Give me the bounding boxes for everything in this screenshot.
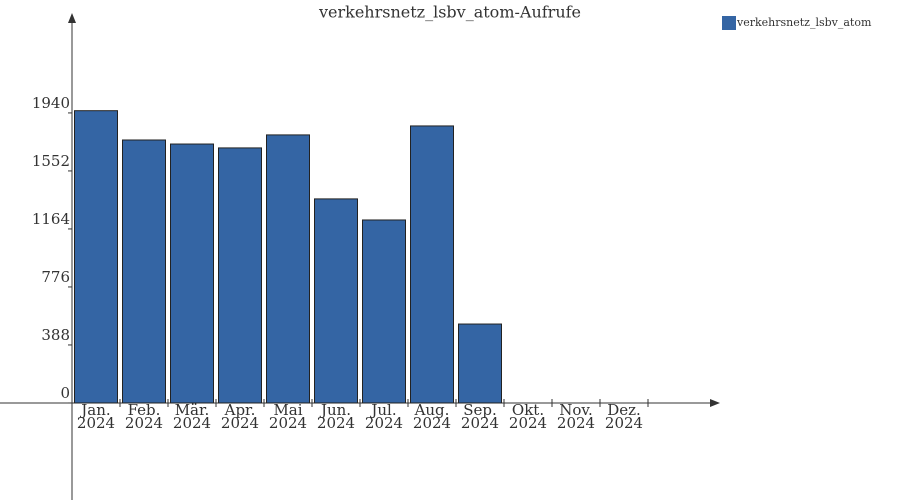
y-tick-label: 1940 <box>32 94 70 112</box>
legend-label: verkehrsnetz_lsbv_atom <box>736 16 872 29</box>
legend-swatch <box>722 16 736 30</box>
x-tick-label: Apr. <box>224 401 256 419</box>
bar <box>74 110 118 404</box>
x-tick-label: Aug. <box>414 401 450 419</box>
x-tick-label: Feb. <box>128 401 161 419</box>
x-tick-label: 2024 <box>269 414 307 432</box>
x-tick-label: Mai <box>273 401 302 419</box>
x-tick-label: Jan. <box>79 401 110 419</box>
bar <box>122 139 166 404</box>
x-tick-label: 2024 <box>413 414 451 432</box>
y-tick-label: 1164 <box>32 210 70 228</box>
bar <box>266 134 310 404</box>
x-tick-label: 2024 <box>221 414 259 432</box>
y-tick-label: 1552 <box>32 152 70 170</box>
y-tick-label: 776 <box>41 268 70 286</box>
y-axis-arrow <box>68 13 76 23</box>
x-tick-label: Nov. <box>559 401 593 419</box>
x-tick-label: Jun. <box>319 401 351 419</box>
bar <box>410 125 454 404</box>
x-axis-arrow <box>710 398 720 407</box>
x-tick-label: Dez. <box>607 401 641 419</box>
x-tick-label: Okt. <box>512 401 544 419</box>
bar <box>362 219 406 404</box>
x-tick-label: Sep. <box>463 401 497 419</box>
x-tick-label: 2024 <box>605 414 643 432</box>
x-tick-label: 2024 <box>509 414 547 432</box>
x-tick-label: 2024 <box>173 414 211 432</box>
x-tick-label: 2024 <box>365 414 403 432</box>
bar <box>170 143 214 404</box>
y-tick-label: 0 <box>60 384 70 402</box>
x-tick-label: 2024 <box>557 414 595 432</box>
bar <box>218 147 262 404</box>
x-tick-label: 2024 <box>317 414 355 432</box>
y-tick-label: 388 <box>41 326 70 344</box>
bar <box>458 323 502 404</box>
x-tick-label: Mär. <box>175 401 210 419</box>
x-tick-label: 2024 <box>461 414 499 432</box>
chart-title: verkehrsnetz_lsbv_atom-Aufrufe <box>318 3 581 22</box>
x-tick-label: 2024 <box>125 414 163 432</box>
x-tick-label: 2024 <box>77 414 115 432</box>
x-tick-label: Jul. <box>369 401 396 419</box>
bar <box>314 198 358 404</box>
